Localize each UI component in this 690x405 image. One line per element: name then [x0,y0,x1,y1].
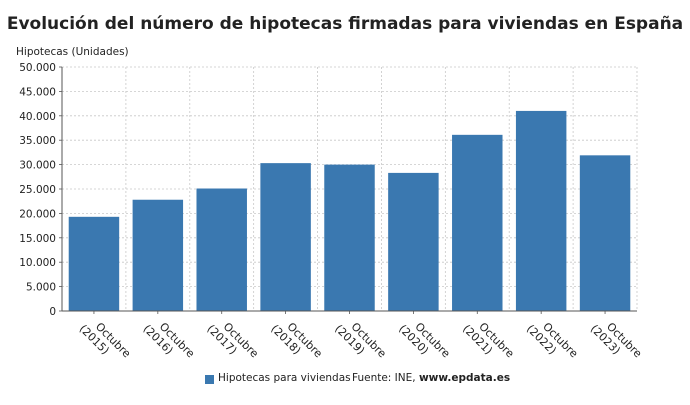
legend-swatch [205,375,214,384]
x-tick-label: Octubre(2021) [460,313,517,370]
bar [68,216,120,311]
x-tick-label: Octubre(2020) [396,313,453,370]
y-axis-label: Hipotecas (Unidades) [16,46,129,58]
x-tick-label: Octubre(2018) [268,313,325,370]
legend-label: Hipotecas para viviendas [218,372,351,384]
chart-title: Evolución del número de hipotecas firmad… [6,14,684,34]
source-site: www.epdata.es [418,372,511,384]
x-tick-label: Octubre(2019) [332,313,389,370]
y-tick-label: 10.000 [19,257,56,269]
source-note: Fuente: INE, www.epdata.es [352,372,510,384]
y-tick-label: 0 [49,306,56,318]
y-tick-label: 50.000 [19,62,56,74]
bar [196,188,247,311]
y-tick-label: 45.000 [19,86,56,98]
y-tick-label: 40.000 [19,111,56,123]
bar [260,163,311,311]
y-tick-label: 15.000 [19,233,56,245]
x-tick-label: Octubre(2016) [141,313,198,370]
x-tick-label: Octubre(2015) [77,313,134,370]
bar [579,155,631,311]
y-tick-label: 35.000 [19,135,56,147]
bar [132,199,184,311]
y-tick-label: 5.000 [26,282,56,294]
bar [324,164,375,311]
source-prefix: Fuente: INE, [352,372,419,384]
y-tick-label: 25.000 [19,184,56,196]
bar [452,134,503,311]
bars [68,110,631,311]
bar [388,172,439,311]
y-tick-label: 30.000 [19,160,56,172]
bar [515,110,567,311]
x-tick-label: Octubre(2017) [204,313,261,370]
x-tick-label: Octubre(2022) [524,313,581,370]
x-tick-label: Octubre(2023) [588,313,645,370]
x-tick-labels: Octubre(2015) Octubre(2016) Octubre(2017) O… [77,311,645,370]
y-tick-labels: 0 5.000 10.000 15.000 20.000 25.000 30.000 35.0… [19,62,62,318]
grid-lines [62,66,638,311]
y-tick-label: 20.000 [19,208,56,220]
